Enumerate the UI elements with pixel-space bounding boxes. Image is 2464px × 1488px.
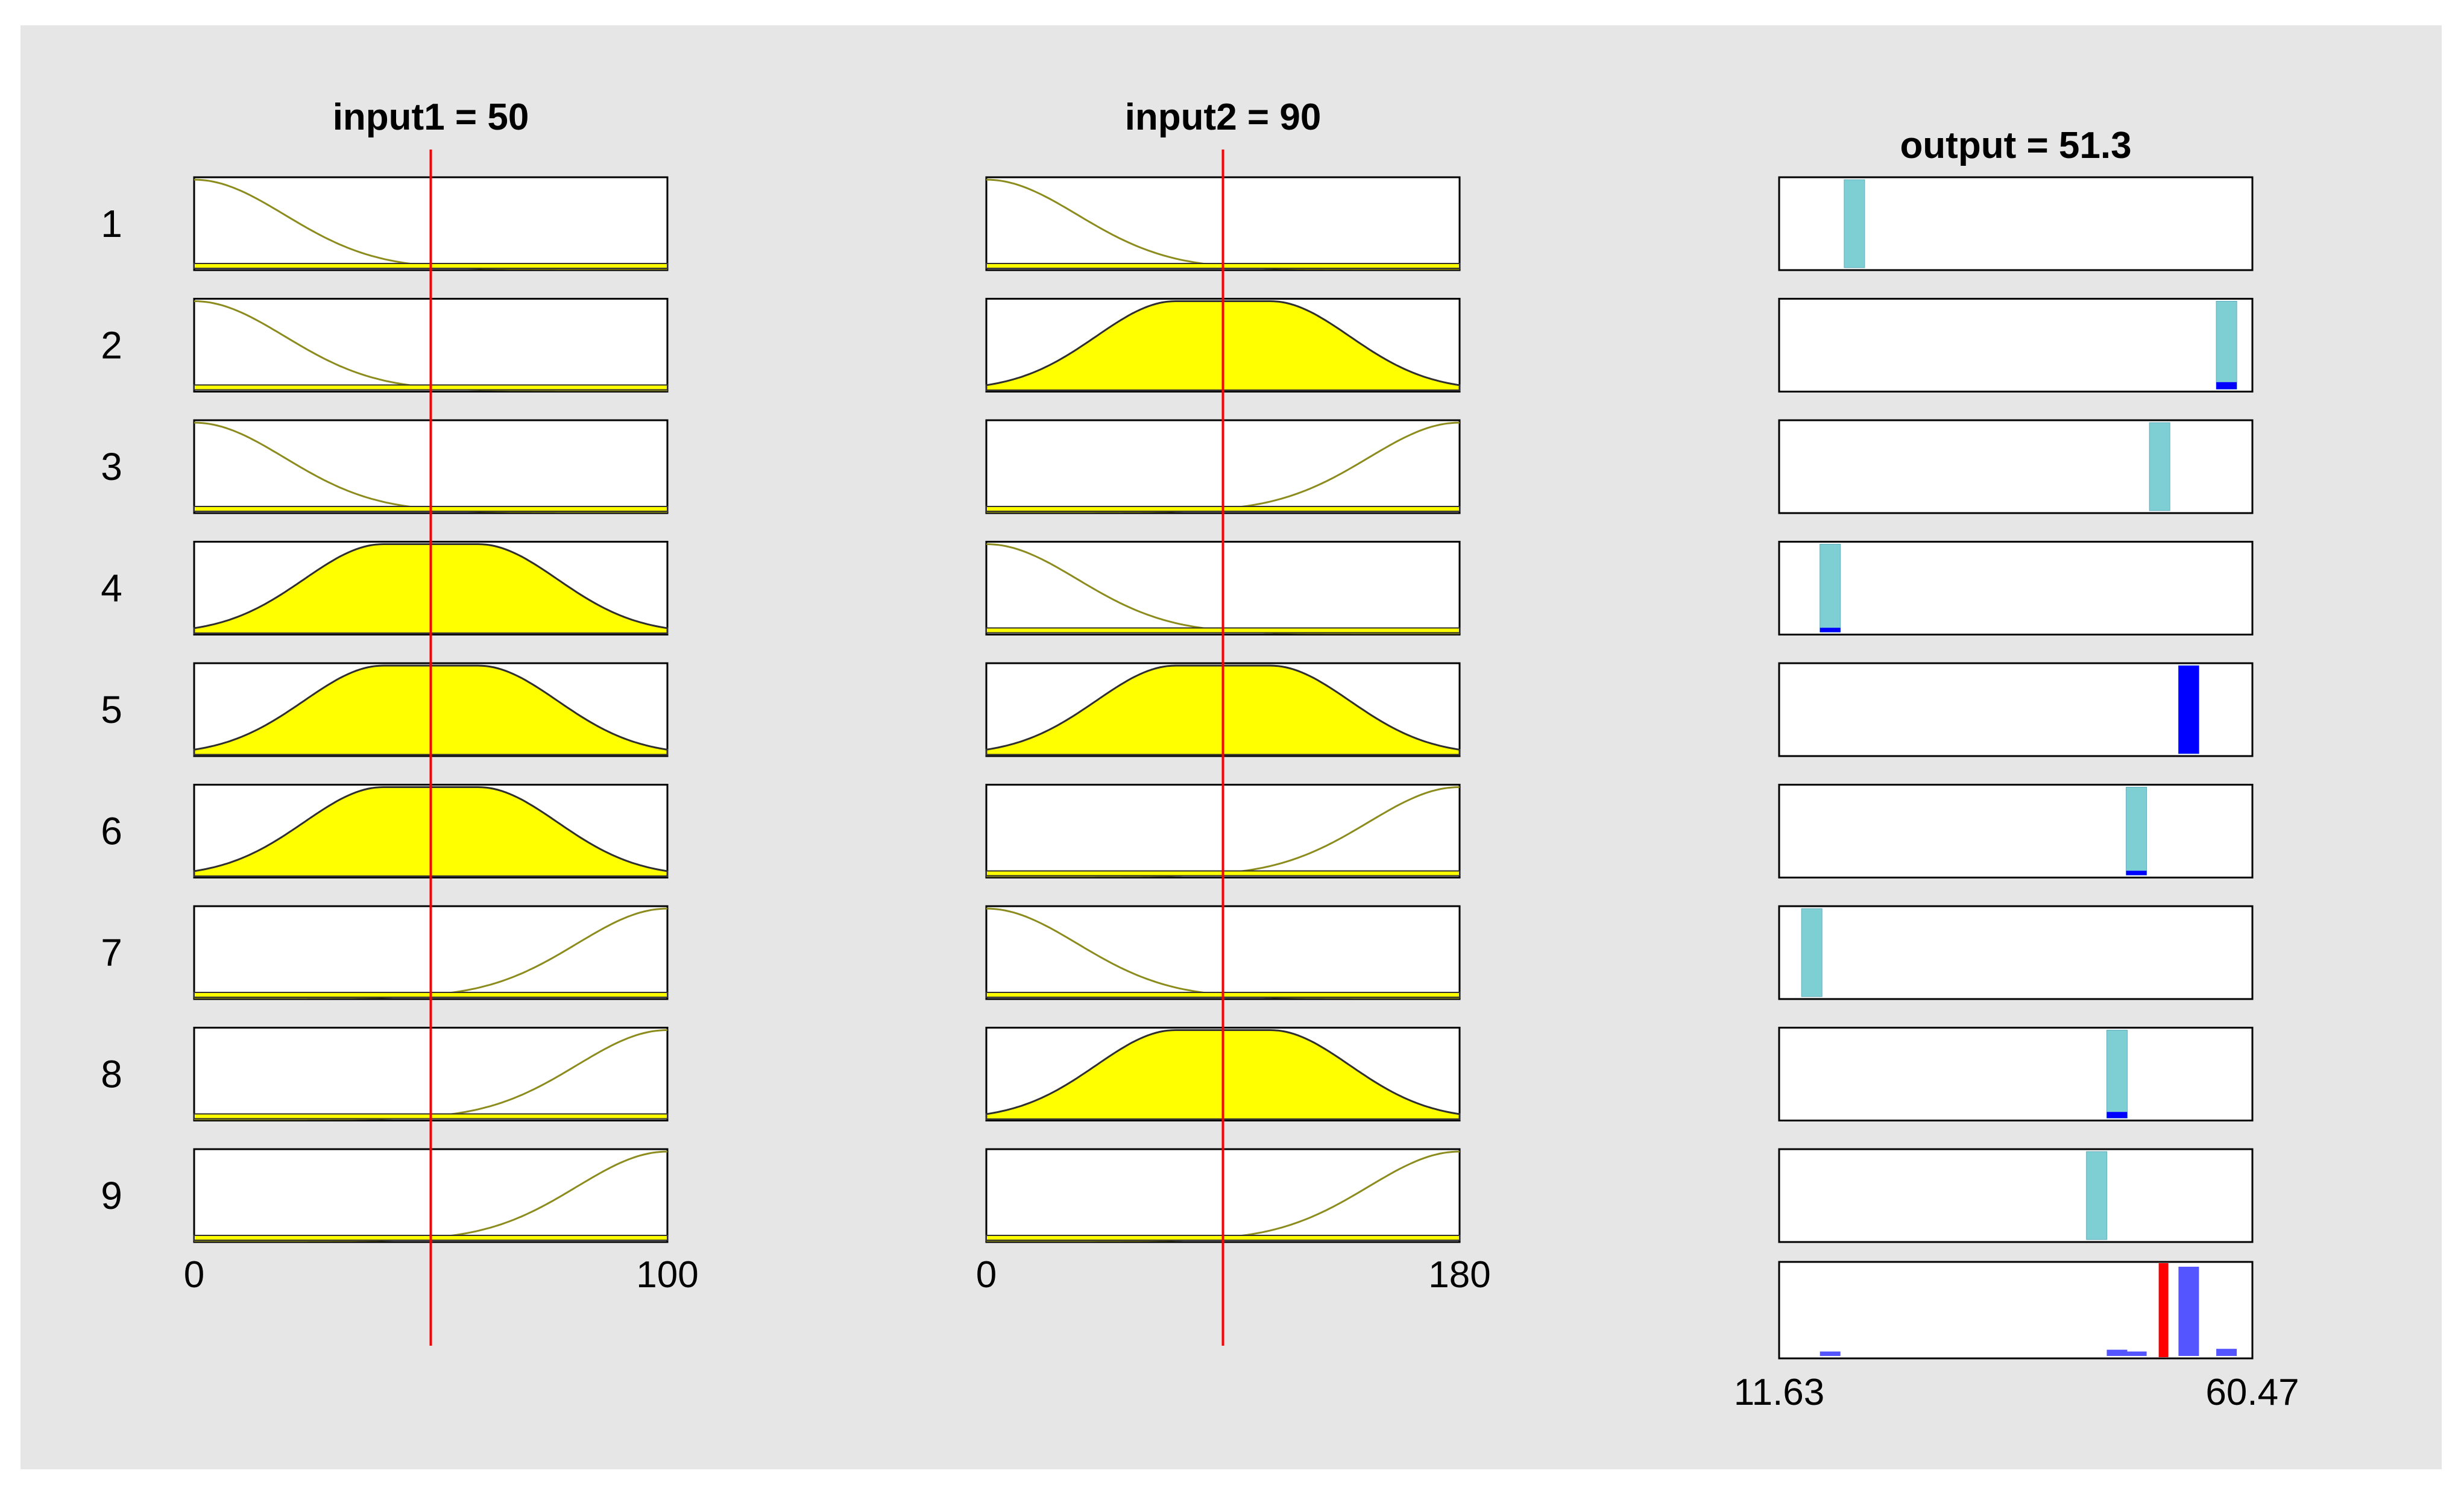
rule-number-label: 6 xyxy=(101,810,122,853)
x-tick-label: 60.47 xyxy=(2205,1372,2299,1413)
output-centroid-line xyxy=(2158,1263,2169,1357)
aggregate-panel xyxy=(1778,1261,2254,1360)
x-tick-label: 0 xyxy=(976,1254,997,1296)
aggregate-bar xyxy=(1820,1351,1841,1356)
x-tick-label: 180 xyxy=(1428,1254,1490,1296)
output-panel xyxy=(1778,1027,2254,1121)
aggregate-bar xyxy=(2126,1351,2147,1356)
rule-number-label: 9 xyxy=(101,1174,122,1217)
input-title: input1 = 50 xyxy=(333,96,529,138)
output-mf-bar xyxy=(1801,908,1823,997)
output-panel xyxy=(1778,541,2254,635)
output-panel xyxy=(1778,662,2254,757)
aggregate-bar xyxy=(2216,1349,2237,1356)
output-mf-bar xyxy=(2126,787,2147,875)
aggregate-bar xyxy=(2178,1267,2199,1356)
rule-number-label: 7 xyxy=(101,931,122,974)
rule-number-label: 8 xyxy=(101,1053,122,1096)
rule-number-label: 2 xyxy=(101,324,122,367)
output-panel xyxy=(1778,905,2254,1000)
output-fired-bar xyxy=(2216,382,2237,389)
input-column-input2: input2 = 90 0 180 xyxy=(976,96,1491,1346)
rule-labels: 1 2 3 4 5 6 7 8 9 xyxy=(101,202,122,1217)
output-mf-bar xyxy=(2149,422,2170,511)
input-title: input2 = 90 xyxy=(1125,96,1322,138)
output-fired-bar xyxy=(2106,1112,2128,1118)
output-column: output = 51.3 11.63 60.47 xyxy=(1734,125,2299,1413)
output-mf-bar xyxy=(2106,1030,2128,1118)
rule-number-label: 3 xyxy=(101,445,122,488)
output-fired-bar xyxy=(2178,666,2199,754)
rule-number-label: 4 xyxy=(101,567,122,610)
output-mf-bar xyxy=(1844,179,1865,268)
rule-number-label: 5 xyxy=(101,688,122,731)
output-panel xyxy=(1778,784,2254,878)
input-columns: input1 = 50 0 100 input2 = 90 0 180 xyxy=(184,96,1491,1346)
output-title: output = 51.3 xyxy=(1900,125,2131,166)
output-panel xyxy=(1778,419,2254,514)
output-mf-bar xyxy=(2086,1151,2108,1240)
input-column-input1: input1 = 50 0 100 xyxy=(184,96,699,1346)
output-panel xyxy=(1778,1148,2254,1243)
output-mf-bar xyxy=(1820,544,1841,632)
output-fired-bar xyxy=(2126,871,2147,875)
output-panel xyxy=(1778,298,2254,392)
aggregate-bar xyxy=(2106,1349,2128,1356)
x-tick-label: 0 xyxy=(184,1254,204,1296)
output-fired-bar xyxy=(1820,628,1841,632)
rule-number-label: 1 xyxy=(101,202,122,245)
x-tick-label: 11.63 xyxy=(1734,1372,1825,1413)
x-tick-label: 100 xyxy=(636,1254,698,1296)
output-mf-bar xyxy=(2216,301,2237,389)
